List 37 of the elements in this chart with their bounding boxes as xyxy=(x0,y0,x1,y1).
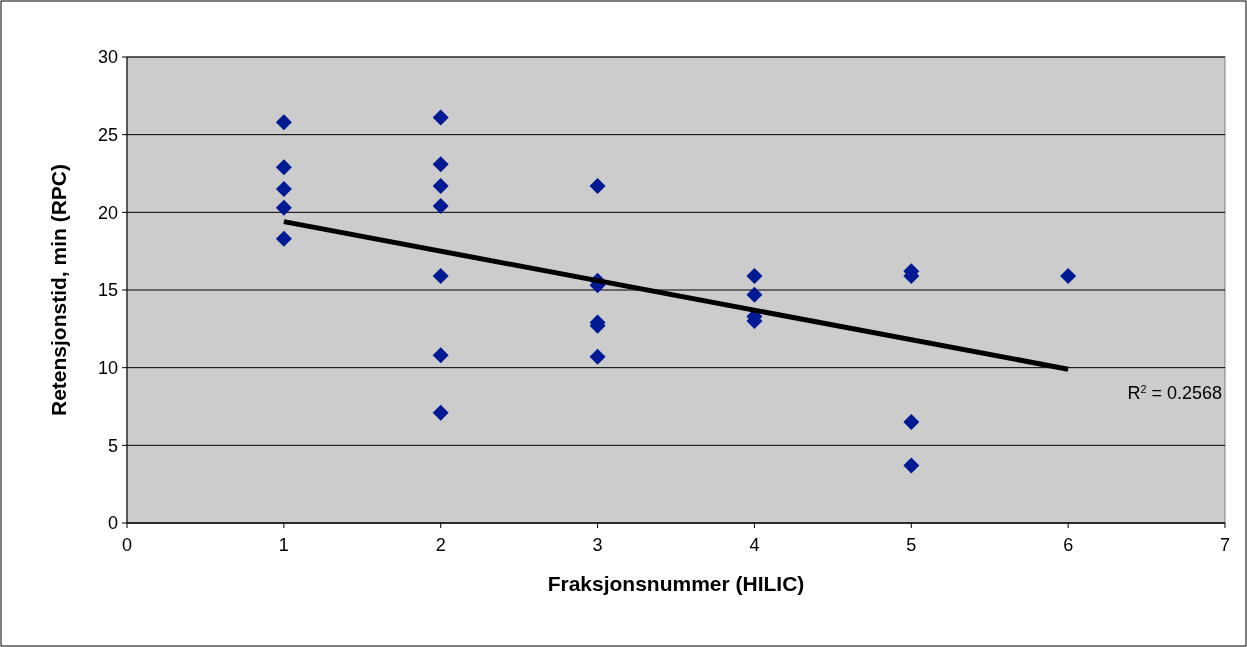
x-tick-label: 7 xyxy=(1219,535,1231,555)
x-tick-label: 1 xyxy=(278,535,289,555)
point xyxy=(589,348,606,365)
point xyxy=(275,159,292,176)
point xyxy=(432,109,449,126)
point xyxy=(903,414,920,431)
x-tick-label: 2 xyxy=(435,535,446,555)
x-tick-label: 6 xyxy=(1063,535,1074,555)
x-tick-label: 0 xyxy=(121,535,133,555)
y-tick-label: 5 xyxy=(107,435,118,456)
point xyxy=(275,181,292,198)
point xyxy=(1060,268,1077,285)
point xyxy=(432,156,449,173)
annotation: R$^{2}$ = 0.2568 xyxy=(1127,382,1222,403)
x-tick-label: 5 xyxy=(906,535,917,555)
point xyxy=(432,177,449,194)
point xyxy=(275,114,292,131)
point xyxy=(275,199,292,216)
point xyxy=(432,404,449,421)
y-tick-label: 20 xyxy=(97,202,118,223)
point xyxy=(432,347,449,364)
x-tick-label: 4 xyxy=(749,535,760,555)
y-tick-label: 0 xyxy=(107,513,118,534)
point xyxy=(903,457,920,474)
y-axis-title: Retensjonstid, min (RPC) xyxy=(47,163,70,417)
x-tick-label: 3 xyxy=(592,535,603,555)
y-tick-label: 10 xyxy=(97,357,118,378)
point xyxy=(275,230,292,247)
point xyxy=(746,268,763,285)
point xyxy=(589,177,606,194)
point xyxy=(432,268,449,285)
y-tick-label: 25 xyxy=(97,124,118,145)
y-tick-label: 30 xyxy=(97,47,118,68)
point xyxy=(746,286,763,303)
point xyxy=(432,198,449,215)
x-axis-title: Fraksjonsnummer (HILIC) xyxy=(547,572,805,595)
y-tick-label: 15 xyxy=(97,280,118,301)
